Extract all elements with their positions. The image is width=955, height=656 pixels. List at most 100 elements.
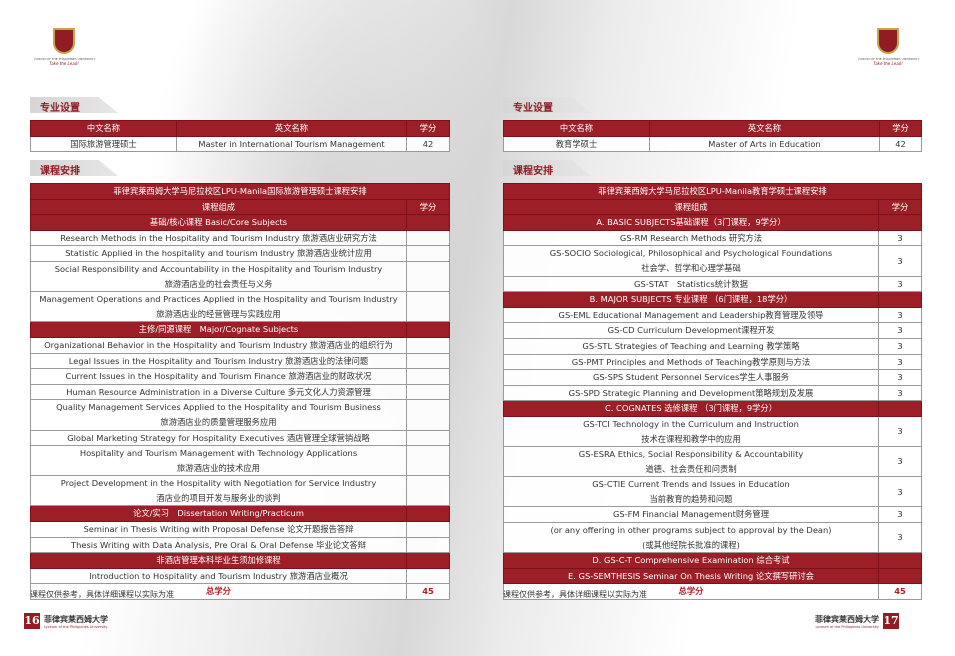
- credits: 42: [406, 135, 450, 153]
- course-name: Human Resource Administration in a Diver…: [30, 383, 407, 401]
- course-credits: 3: [877, 229, 923, 247]
- section-header-row: 论文/实习 Dissertation Writing/Practicum: [30, 505, 450, 523]
- course-name-zh: 技术在课程和教学中的应用: [641, 433, 741, 444]
- section-label: 主修/同源课程 Major/Cognate Subjects: [30, 321, 407, 338]
- course-row: Thesis Writing with Data Analysis, Pre O…: [30, 536, 450, 554]
- col-chinese-name: 中文名称: [30, 120, 177, 137]
- course-name-en: Project Development in the Hospitality w…: [60, 478, 377, 489]
- section-label: E. GS-SEMTHESIS Seminar On Thesis Writin…: [503, 567, 879, 585]
- course-credits: [406, 245, 450, 262]
- section-label: C. COGNATES 选修课程 （3门课程，9学分）: [503, 400, 879, 417]
- credits-cell: [406, 214, 450, 231]
- page-footer: 16 菲律宾莱西姆大学 Lyceum of the Philippines Uni…: [24, 613, 108, 629]
- course-row: GS-STAT Statistics统计数据 3: [503, 275, 923, 293]
- course-name-en: Seminar in Thesis Writing with Proposal …: [83, 524, 354, 535]
- course-credits: [406, 521, 450, 538]
- course-row: GS-ESRA Ethics, Social Responsibility & …: [503, 446, 923, 478]
- course-name-en: Hospitality and Tourism Management with …: [79, 448, 358, 459]
- course-name-en: Research Methods in the Hospitality and …: [60, 232, 377, 243]
- disclaimer-note: 课程仅供参考，具体详细课程以实际为准: [30, 590, 174, 599]
- course-credits: [406, 475, 450, 507]
- course-name: GS-TCI Technology in the Curriculum and …: [503, 415, 879, 448]
- course-credits: 3: [877, 476, 923, 508]
- footer-university-en: Lyceum of the Philippines University: [815, 624, 880, 629]
- course-name-en: Management Operations and Practices Appl…: [39, 294, 398, 305]
- section-label: 基础/核心课程 Basic/Core Subjects: [30, 214, 407, 231]
- course-name: Project Development in the Hospitality w…: [30, 475, 407, 507]
- course-name: GS-SPS Student Personnel Services学生人事服务: [503, 369, 879, 386]
- major-table: 中文名称 英文名称 学分 国际旅游管理硕士 Master in Internation…: [30, 120, 450, 153]
- course-row: GS-EML Educational Management and Leader…: [503, 306, 923, 324]
- credits-cell: [406, 321, 450, 338]
- disclaimer-note: 课程仅供参考，具体详细课程以实际为准: [503, 590, 647, 599]
- footer-university-en: Lyceum of the Philippines University: [44, 624, 108, 629]
- section-header-row: 基础/核心课程 Basic/Core Subjects: [30, 214, 450, 231]
- course-credits: [406, 429, 450, 447]
- course-credits: 3: [877, 446, 923, 478]
- course-name-en: Introduction to Hospitality and Tourism …: [89, 570, 348, 581]
- course-name-en: (or any offering in other programs subje…: [550, 525, 832, 536]
- course-row: (or any offering in other programs subje…: [503, 522, 923, 554]
- course-name-en: GS-SPD Strategic Planning and Developmen…: [568, 387, 814, 398]
- section-header-row: 非酒店管理本科毕业生须加修课程: [30, 552, 450, 569]
- course-name: Hospitality and Tourism Management with …: [30, 445, 407, 477]
- course-credits: [406, 229, 450, 247]
- course-credits: 3: [877, 369, 923, 386]
- section-header-row: B. MAJOR SUBJECTS 专业课程 （6门课程，18学分）: [503, 291, 923, 308]
- course-name: Current Issues in the Hospitality and To…: [30, 368, 407, 385]
- total-credits: 45: [406, 583, 450, 601]
- course-name: Statistic Applied in the hospitality and…: [30, 245, 407, 262]
- course-name-zh: 旅游酒店业的社会责任与义务: [164, 278, 273, 289]
- university-logo: LYCEUM OF THE PHILIPPINES UNIVERSITY Tak…: [34, 28, 95, 66]
- course-row: GS-TCI Technology in the Curriculum and …: [503, 415, 923, 448]
- course-row: Organizational Behavior in the Hospitali…: [30, 336, 450, 354]
- section-label: B. MAJOR SUBJECTS 专业课程 （6门课程，18学分）: [503, 291, 879, 308]
- section-label: 非酒店管理本科毕业生须加修课程: [30, 552, 407, 569]
- course-credits: 3: [877, 337, 923, 355]
- logo-text: LYCEUM OF THE PHILIPPINES UNIVERSITY: [858, 57, 920, 61]
- course-row: Management Operations and Practices Appl…: [30, 291, 450, 323]
- section-header-row: A. BASIC SUBJECTS基础课程（3门课程，9学分）: [503, 214, 923, 231]
- curriculum-section-title: 课程安排: [30, 160, 118, 176]
- course-name: GS-RM Research Methods 研究方法: [503, 229, 879, 247]
- footer-university-zh: 菲律宾莱西姆大学: [815, 613, 879, 624]
- course-row: GS-SPD Strategic Planning and Developmen…: [503, 384, 923, 402]
- course-name-en: Legal Issues in the Hospitality and Tour…: [68, 355, 369, 366]
- course-name: GS-CTIE Current Trends and Issues in Edu…: [503, 476, 879, 508]
- course-credits: 3: [877, 275, 923, 293]
- course-name: Global Marketing Strategy for Hospitalit…: [30, 429, 407, 447]
- credits-cell: [877, 291, 923, 308]
- course-credits: [406, 536, 450, 554]
- course-name-en: GS-EML Educational Management and Leader…: [558, 309, 824, 320]
- page-17: LYCEUM OF THE PHILIPPINES UNIVERSITY Tak…: [477, 0, 955, 656]
- major-section-title: 专业设置: [503, 97, 591, 113]
- col-course: 课程组成: [30, 198, 407, 216]
- course-name: GS-SOCIO Sociological, Philosophical and…: [503, 245, 879, 277]
- course-name-zh: 社会学、哲学和心理学基础: [641, 262, 741, 273]
- university-logo: LYCEUM OF THE PHILIPPINES UNIVERSITY Tak…: [858, 28, 920, 66]
- english-name: Master in International Tourism Manageme…: [176, 135, 407, 153]
- course-name: Thesis Writing with Data Analysis, Pre O…: [30, 536, 407, 554]
- course-name-zh: 旅游酒店业的经营管理与实践应用: [156, 308, 281, 319]
- course-row: GS-RM Research Methods 研究方法 3: [503, 229, 923, 247]
- section-header-row: 主修/同源课程 Major/Cognate Subjects: [30, 321, 450, 338]
- course-name-zh: 酒店业的项目开发与服务业的谈判: [156, 492, 281, 503]
- section-header-row: C. COGNATES 选修课程 （3门课程，9学分）: [503, 400, 923, 417]
- course-name-en: Organizational Behavior in the Hospitali…: [44, 339, 393, 350]
- col-credits: 学分: [406, 120, 450, 137]
- course-name-en: GS-FM Financial Management财务管理: [612, 509, 770, 520]
- course-name: Seminar in Thesis Writing with Proposal …: [30, 521, 407, 538]
- curriculum-section-title: 课程安排: [503, 160, 591, 176]
- course-row: GS-SOCIO Sociological, Philosophical and…: [503, 245, 923, 277]
- course-name-en: GS-STAT Statistics统计数据: [634, 278, 748, 289]
- course-row: GS-CD Curriculum Development课程开发 3: [503, 322, 923, 339]
- course-credits: [406, 383, 450, 401]
- course-name-zh: 旅游酒店业的技术应用: [177, 462, 260, 473]
- course-name-en: Human Resource Administration in a Diver…: [66, 386, 371, 397]
- course-name-en: Global Marketing Strategy for Hospitalit…: [67, 432, 370, 443]
- course-name-en: GS-SPS Student Personnel Services学生人事服务: [592, 372, 790, 383]
- col-english-name: 英文名称: [649, 120, 880, 137]
- total-credits: 45: [877, 583, 923, 601]
- curriculum-table-title: 菲律宾莱西姆大学马尼拉校区LPU-Manila国际旅游管理硕士课程安排: [30, 183, 450, 200]
- section-label: 论文/实习 Dissertation Writing/Practicum: [30, 505, 407, 523]
